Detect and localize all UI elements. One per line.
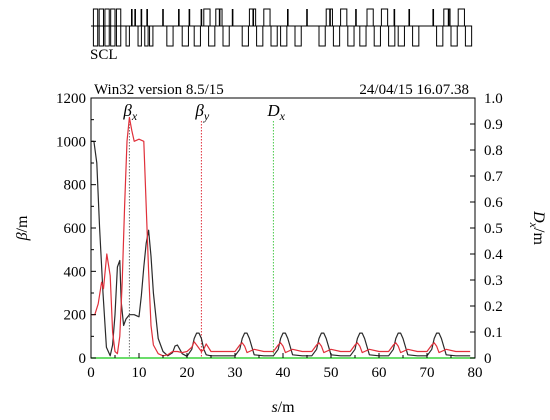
lattice-elements [92,8,473,47]
y-left-axis-title: β/m [14,215,31,241]
lattice-element [366,8,374,27]
lattice-element [104,25,110,47]
legend-marker-lines [128,121,274,358]
lattice-element [92,8,99,27]
plot-area-border [90,97,476,359]
x-tick-label: 80 [468,365,483,381]
lattice-element [380,8,389,27]
y-left-axis-ticks: 0 200 400 600 800 1000 1200 [56,91,96,367]
lattice-element [125,25,130,47]
x-tick-label: 70 [420,365,435,381]
lattice-element [149,25,154,47]
lattice-element [388,25,396,47]
legend: βx βy Dx [122,101,285,123]
y-right-axis-ticks: 0 0.1 0.2 0.3 0.4 0.5 0.6 0.7 0.8 0.9 1.0 [470,91,503,367]
series-group [91,116,475,359]
x-tick-label: 0 [87,365,95,381]
lattice-element [294,25,302,47]
x-tick-label: 50 [324,365,339,381]
lattice-element [98,8,104,27]
y-left-tick-label: 1200 [56,91,86,107]
lattice-element [450,25,458,47]
y-right-tick-label: 0.5 [484,221,503,237]
lattice-element [436,25,444,47]
lattice-element [359,25,367,47]
lattice-element [115,25,122,47]
y-left-tick-label: 200 [64,308,87,324]
lattice-element [318,25,326,47]
y-right-tick-label: 0.1 [484,325,503,341]
x-axis-title: s/m [271,399,295,416]
lattice-element [256,25,264,47]
y-right-tick-label: 0.8 [484,143,503,159]
lattice-element [270,25,278,47]
y-right-tick-label: 0.3 [484,273,503,289]
lattice-element [110,8,116,27]
lattice-element [203,8,211,27]
lattice-element [412,25,420,47]
lattice-element [104,8,110,27]
lattice-element [347,25,355,47]
lattice-element [457,8,465,27]
lattice-element [280,25,288,47]
y-right-tick-label: 0.9 [484,117,503,133]
x-axis-ticks: 0 10 20 30 40 50 60 70 80 [87,353,483,381]
header-datetime: 24/04/15 16.07.38 [359,82,469,98]
lattice-layout-strip: SCL [90,8,473,63]
lattice-element [222,25,230,47]
y-right-tick-label: 0.6 [484,195,503,211]
x-tick-label: 20 [180,365,195,381]
lattice-element [137,25,142,47]
x-tick-label: 40 [276,365,291,381]
legend-label-3: Dx [266,101,285,123]
lattice-element [208,25,216,47]
lattice-element [144,25,149,47]
legend-label-2: βy [194,101,209,123]
lattice-element [332,25,341,47]
lattice-element [340,8,348,27]
legend-label-1: βx [122,101,137,123]
series-line-1 [91,140,471,357]
y-right-tick-label: 1.0 [484,91,503,107]
lattice-element [263,8,271,27]
lattice-element [110,25,116,47]
y-left-tick-label: 1000 [56,134,86,150]
lattice-element [98,25,104,47]
lattice-element [241,25,249,47]
x-tick-label: 10 [132,365,147,381]
lattice-element [373,25,381,47]
y-right-tick-label: 0.4 [484,247,503,263]
y-left-tick-label: 800 [64,178,87,194]
lattice-element [166,25,174,47]
lattice-element [115,8,122,27]
y-left-tick-label: 600 [64,221,87,237]
series-line-2 [91,116,471,357]
y-right-tick-label: 0.7 [484,169,503,185]
lattice-element [397,25,405,47]
y-left-tick-label: 0 [79,351,87,367]
lattice-element [92,25,99,47]
y-left-tick-label: 400 [64,264,87,280]
y-right-axis-title: Dx/m [527,210,547,245]
lattice-element [181,25,189,47]
lattice-element [193,25,201,47]
y-right-tick-label: 0.2 [484,299,503,315]
lattice-label-scl: SCL [90,47,118,63]
header-version: Win32 version 8.5/15 [94,82,224,98]
x-tick-label: 60 [372,365,387,381]
y-right-tick-label: 0 [484,351,492,367]
plot-frame [90,97,476,359]
x-tick-label: 30 [228,365,243,381]
lattice-element [464,25,473,47]
lattice-element [443,8,451,27]
